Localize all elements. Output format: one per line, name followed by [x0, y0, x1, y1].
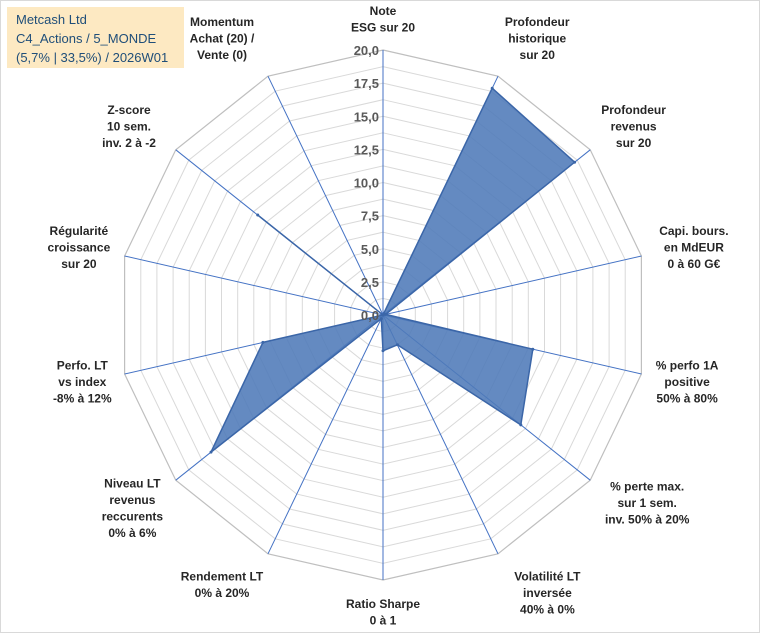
category-label-line: vs index [58, 375, 106, 389]
category-label-line: Z-score [107, 103, 151, 117]
category-label-line: reccurents [102, 509, 164, 523]
category-label: Niveau LT revenus reccurents 0% à 6% [102, 476, 164, 540]
data-point [210, 451, 213, 454]
category-label-line: Capi. bours. [659, 224, 728, 238]
r-tick-label: 0,0 [361, 308, 379, 323]
category-label: Volatilité LT inversée 40% à 0% [514, 570, 581, 617]
category-label-line: inv. 50% à 20% [605, 512, 690, 526]
category-label-line: revenus [611, 120, 657, 134]
category-label: Perfo. LT vs index -8% à 12% [53, 358, 112, 405]
data-point [256, 214, 259, 217]
category-label-line: -8% à 12% [53, 391, 112, 405]
category-label-line: 10 sem. [107, 120, 151, 134]
category-label: Ratio Sharpe 0 à 1 [346, 597, 420, 628]
category-label: Capi. bours. en MdEUR 0 à 60 G€ [659, 224, 728, 271]
r-tick-label: 12,5 [354, 142, 379, 157]
category-label-line: Volatilité LT [514, 570, 581, 584]
r-tick-label: 20,0 [354, 43, 379, 58]
category-label-line: Régularité [50, 224, 109, 238]
r-tick-label: 17,5 [354, 76, 379, 91]
category-label: % perte max. sur 1 sem. inv. 50% à 20% [605, 479, 690, 526]
category-label-line: 0 à 60 G€ [668, 257, 721, 271]
data-point [396, 343, 399, 346]
category-label: Régularité croissance sur 20 [48, 224, 111, 271]
category-label: Profondeur historique sur 20 [505, 15, 570, 62]
category-label-line: Ratio Sharpe [346, 597, 420, 611]
category-label-line: 0% à 6% [108, 526, 156, 540]
category-label-line: 40% à 0% [520, 603, 575, 617]
category-label-line: sur 20 [61, 257, 97, 271]
category-label-line: Vente (0) [197, 48, 247, 62]
series-area [211, 88, 575, 452]
data-point [531, 348, 534, 351]
data-point [382, 349, 385, 352]
series-layer [210, 87, 577, 454]
category-label-line: sur 20 [520, 48, 556, 62]
r-tick-label: 7,5 [361, 209, 379, 224]
category-label-line: Note [370, 4, 397, 18]
category-label-line: 0% à 20% [195, 586, 250, 600]
data-point [384, 313, 387, 316]
category-label-line: Niveau LT [104, 476, 161, 490]
category-label-line: historique [508, 31, 566, 45]
category-label-line: ESG sur 20 [351, 21, 415, 35]
category-label: Rendement LT 0% à 20% [181, 570, 264, 601]
r-tick-label: 10,0 [354, 176, 379, 191]
category-label-line: inversée [523, 586, 572, 600]
category-label-line: % perfo 1A [656, 358, 719, 372]
data-point [380, 317, 383, 320]
category-label-line: Profondeur [601, 103, 666, 117]
category-label-line: Achat (20) / [190, 31, 255, 45]
data-point [519, 423, 522, 426]
category-label: Note ESG sur 20 [351, 4, 415, 35]
category-label-line: % perte max. [610, 479, 684, 493]
category-label: % perfo 1A positive 50% à 80% [656, 358, 719, 405]
category-label-line: en MdEUR [664, 241, 724, 255]
chart-title-box: Metcash Ltd C4_Actions / 5_MONDE (5,7% |… [7, 7, 184, 68]
category-label-line: revenus [109, 493, 155, 507]
data-point [491, 87, 494, 90]
category-label-line: inv. 2 à -2 [102, 136, 156, 150]
category-label: Z-score 10 sem. inv. 2 à -2 [102, 103, 156, 150]
category-label-line: Perfo. LT [57, 358, 109, 372]
data-point [382, 314, 385, 317]
category-label-line: Rendement LT [181, 570, 264, 584]
category-label: Momentum Achat (20) / Vente (0) [190, 15, 255, 62]
category-label-line: Profondeur [505, 15, 570, 29]
category-label-line: 50% à 80% [656, 391, 718, 405]
company-name: Metcash Ltd [16, 12, 87, 28]
category-label-line: Momentum [190, 15, 254, 29]
category-label-line: 0 à 1 [370, 614, 397, 628]
category-label: Profondeur revenus sur 20 [601, 103, 666, 150]
category-label-line: croissance [48, 241, 111, 255]
data-point [261, 341, 264, 344]
radar-chart: 0,0 2,5 5,0 7,5 10,0 12,5 15,0 17,5 20,0 Note ESG… [0, 0, 760, 633]
category-label-line: positive [664, 375, 710, 389]
tick-layer: 0,0 2,5 5,0 7,5 10,0 12,5 15,0 17,5 20,0 [354, 43, 379, 323]
r-tick-label: 2,5 [361, 275, 379, 290]
data-point [573, 161, 576, 164]
category-label-line: sur 20 [616, 136, 652, 150]
portfolio-path: C4_Actions / 5_MONDE [16, 31, 156, 47]
r-tick-label: 15,0 [354, 109, 379, 124]
score-week: (5,7% | 33,5%) / 2026W01 [16, 50, 168, 66]
r-tick-label: 5,0 [361, 242, 379, 257]
category-label-line: sur 1 sem. [618, 496, 677, 510]
